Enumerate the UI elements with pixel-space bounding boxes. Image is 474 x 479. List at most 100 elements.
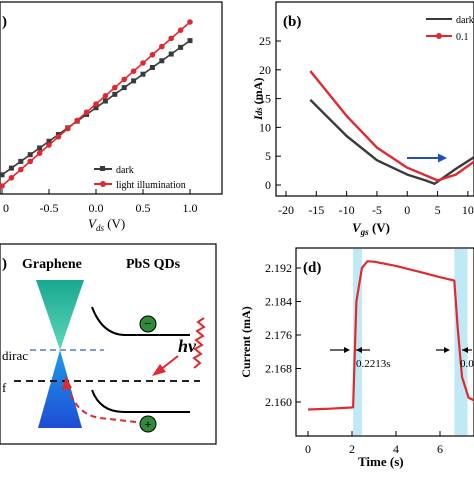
- light-series-marker: [65, 125, 71, 132]
- dark-series-marker: [178, 44, 184, 50]
- dark-series-marker: [8, 165, 14, 171]
- hv-label: hv: [178, 336, 197, 356]
- panel-c-label: ): [2, 256, 7, 272]
- panel-b-ylabel: Ids (mA): [251, 78, 265, 121]
- panel-d-ytick-label: 2.176: [265, 328, 292, 342]
- panel-b-label: (b): [283, 14, 301, 30]
- current-series-line: [307, 260, 474, 411]
- panel-b-ytick-label: 10: [259, 120, 271, 134]
- light-series-marker: [18, 166, 24, 173]
- panel-d-switch-highlights: [353, 249, 468, 435]
- rise-annotation: 0.2213s: [330, 347, 391, 370]
- legend-dark-marker: [100, 166, 105, 171]
- panel-b-yticks: 0 5 10 15 20 25: [259, 34, 281, 192]
- panel-b-ytick-label: 5: [265, 149, 271, 163]
- panel-b-ytick-label: 25: [259, 34, 271, 48]
- panel-d-label: (d): [303, 260, 321, 276]
- dark-series-marker: [168, 51, 174, 57]
- dark-series-marker: [187, 38, 193, 44]
- dark-series-marker: [121, 85, 127, 91]
- panel-a-plot-area: [0, 19, 193, 189]
- photon-arrow-head: [152, 364, 166, 376]
- pbs-title: PbS QDs: [126, 257, 181, 272]
- panel-d-xticks: 0 2 4 6: [305, 431, 443, 456]
- hole-transfer-head: [62, 376, 72, 390]
- legend-b-light-marker: [436, 33, 442, 39]
- panel-b-ytick-label: 15: [259, 92, 271, 106]
- panel-d-xtick-label: 4: [393, 442, 399, 456]
- panel-b-legend: dark 0.1: [426, 15, 474, 43]
- dark-series-marker: [46, 138, 52, 144]
- dark-series-marker: [131, 78, 137, 84]
- light-series-marker: [27, 158, 33, 165]
- light-series-marker: [102, 93, 109, 99]
- panel-b-xtick-label: -20: [278, 203, 294, 217]
- light-series-marker: [130, 68, 137, 74]
- dark-series-marker: [149, 64, 155, 70]
- panel-d-plot-area: [307, 260, 474, 411]
- rise-time-label: 0.2213s: [356, 358, 391, 370]
- panel-c-frame: [0, 243, 217, 445]
- hole-icon: [139, 415, 157, 433]
- panel-d-ytick-label: 2.168: [265, 362, 292, 376]
- panel-b-xtick-label: -5: [372, 203, 382, 217]
- light-series-marker: [168, 35, 174, 42]
- panel-b-xtick-label: -15: [308, 203, 324, 217]
- fall-arrow-left-head: [444, 347, 450, 353]
- fall-annotation: 0.0: [436, 347, 474, 370]
- photon-arrow-line: [159, 355, 179, 371]
- panel-a-frame: [0, 1, 223, 195]
- light-series-marker: [140, 60, 146, 66]
- panel-b-frame: [275, 1, 474, 197]
- panel-d: (d) 2.160 2.168 2.176 2.184 2.192 0 2 4 6 Curre…: [239, 247, 474, 469]
- panel-b-xticks: -20 -15 -10 -5 0 5 10: [278, 191, 474, 217]
- panel-d-ylabel: Current (mA): [239, 306, 253, 377]
- hole-transfer-path: [67, 383, 137, 423]
- legend-light-marker: [100, 181, 106, 187]
- legend-b-dark-label: dark: [456, 15, 474, 26]
- panel-a-xtick-label: 0.0: [89, 201, 104, 215]
- panel-a-xtick-label: 1.0: [183, 201, 198, 215]
- dark-series-marker: [140, 71, 146, 77]
- legend-b-light-label: 0.1: [456, 32, 469, 43]
- panel-b-xtick-label: 10: [462, 203, 474, 217]
- panel-a-xlabel: Vds (V): [88, 216, 125, 233]
- light-series-marker: [177, 27, 184, 33]
- panel-b-ytick-label: 0: [265, 178, 271, 192]
- panel-b-xtick-label: 0: [404, 203, 410, 217]
- rise-arrow-right-head: [356, 347, 362, 353]
- light-series-marker: [159, 43, 165, 50]
- graphene-title: Graphene: [22, 257, 82, 272]
- panel-b-plot-area: [309, 70, 474, 186]
- dark-series-marker: [18, 158, 24, 164]
- panel-d-xtick-label: 6: [437, 442, 443, 456]
- photon-wave: [192, 317, 206, 369]
- pbs-conduction-band: [91, 306, 190, 336]
- panel-b-xlabel: Vgs (V): [352, 220, 390, 237]
- light-series-marker: [93, 101, 99, 107]
- legend-light-label: light illumination: [116, 180, 186, 191]
- light-series-marker: [187, 19, 193, 25]
- shift-arrow-head: [438, 153, 447, 163]
- dark-series-marker: [159, 58, 165, 64]
- panel-b-ytick-label: 20: [259, 63, 271, 77]
- panel-b-xtick-label: -10: [339, 203, 355, 217]
- panel-d-ytick-label: 2.184: [265, 295, 292, 309]
- fall-time-label: 0.0: [460, 358, 474, 370]
- panel-d-xlabel: Time (s): [358, 454, 404, 469]
- b-light-series-line: [309, 70, 474, 182]
- panel-b-xtick-label: 5: [435, 203, 441, 217]
- light-series-marker: [83, 109, 90, 115]
- panel-a-label: ): [2, 14, 7, 30]
- shift-arrow: [407, 153, 447, 163]
- dark-series-marker: [93, 105, 99, 111]
- legend-dark-label: dark: [116, 165, 134, 176]
- fall-arrow-right-head: [462, 347, 468, 353]
- light-series-marker: [149, 52, 156, 58]
- electron-sign: −: [144, 316, 151, 331]
- panel-a: ) 0 -0.5 0.0 0.5 1.0 Vds (V) dark light illu…: [0, 1, 223, 233]
- panel-d-ytick-label: 2.160: [265, 395, 292, 409]
- light-series-marker: [112, 84, 118, 91]
